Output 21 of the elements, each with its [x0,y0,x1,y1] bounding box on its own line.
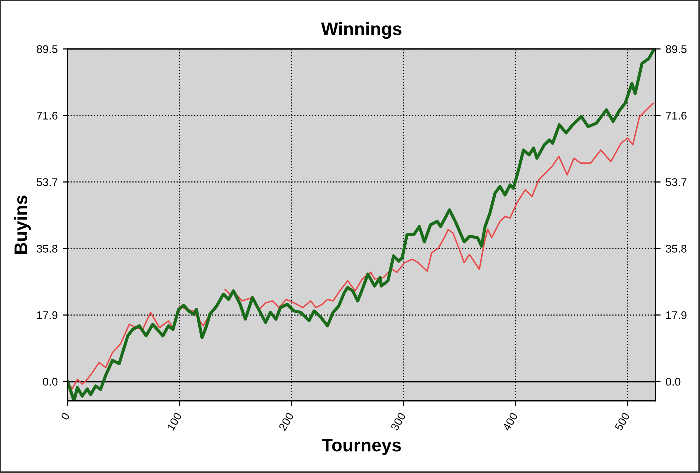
y-tick-label: 89.5 [37,45,58,54]
y2-tick-label: 35.8 [666,245,687,253]
y2-tick-label: 0.0 [666,378,681,386]
x-tick-label: 300 [390,412,406,432]
y-tick-label: 17.9 [37,312,58,320]
x-tick-label: 0 [60,412,70,421]
chart-title: Winnings [321,22,402,40]
y-axis-title: Buyins [14,196,31,254]
y2-tick-label: 89.5 [666,45,687,54]
y2-tick-label: 17.9 [666,312,687,320]
y-tick-label: 0.0 [43,378,58,386]
x-tick-label: 200 [278,412,294,432]
y-tick-label: 53.7 [37,178,58,186]
x-tick-label: 500 [614,412,630,432]
y-tick-label: 35.8 [36,245,58,253]
y2-tick-label: 71.6 [666,112,687,120]
x-tick-label: 100 [166,412,182,432]
y2-tick-label: 53.7 [666,178,687,186]
x-tick-label: 400 [502,412,518,432]
x-axis-title: Tourneys [322,439,402,456]
y-tick-label: 71.6 [37,112,58,120]
